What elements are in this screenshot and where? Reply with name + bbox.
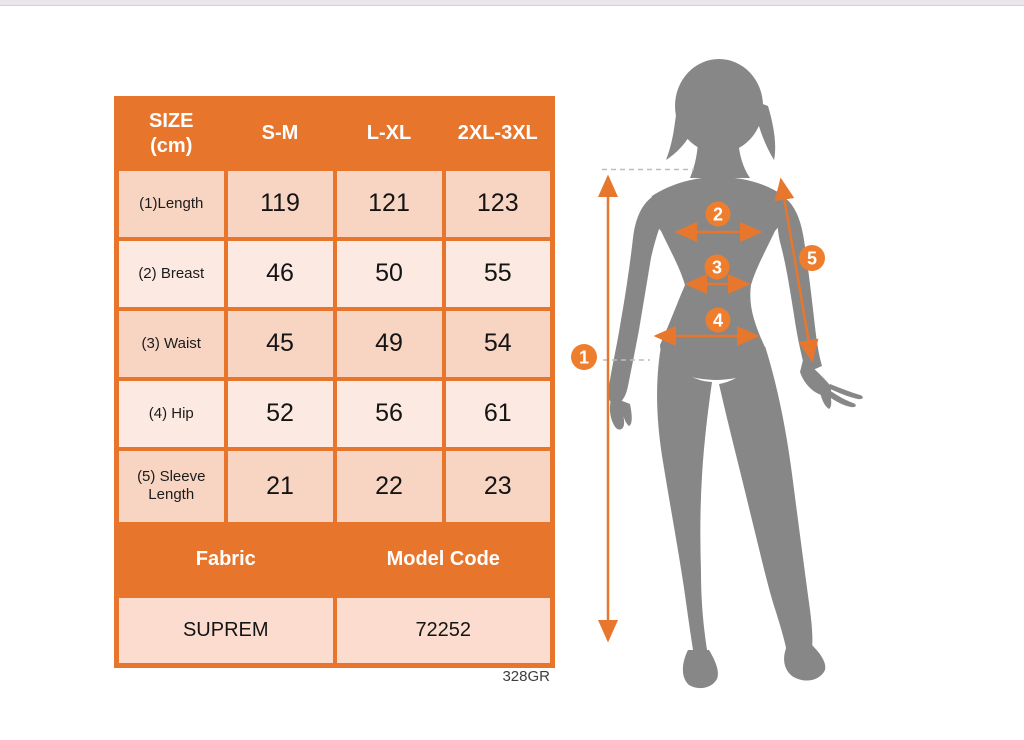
hip-2xl-3xl: 61 (441, 376, 555, 451)
marker-5-number: 5 (807, 249, 817, 269)
weight-note: 328GR (502, 668, 550, 685)
col-header-s-m: S-M (223, 96, 337, 171)
col-header-l-xl: L-XL (332, 96, 446, 171)
footer-value-row: SUPREM 72252 (114, 593, 555, 668)
size-header-cell: SIZE (cm) (114, 96, 228, 171)
sleeve-arrow (774, 177, 819, 363)
marker-3-number: 3 (712, 258, 722, 278)
top-strip (0, 0, 1024, 6)
waist-2xl-3xl: 54 (441, 306, 555, 381)
size-header-line1: SIZE (149, 109, 194, 132)
fabric-value-cell: SUPREM (114, 593, 337, 668)
hip-l-xl: 56 (332, 376, 446, 451)
sleeve-2xl-3xl: 23 (441, 446, 555, 526)
row-label-sleeve-length: (5) Sleeve Length (114, 446, 228, 526)
table-row-breast: (2) Breast 46 50 55 (114, 236, 555, 311)
length-2xl-3xl: 123 (441, 166, 555, 241)
breast-2xl-3xl: 55 (441, 236, 555, 311)
table-row-hip: (4) Hip 52 56 61 (114, 376, 555, 451)
waist-l-xl: 49 (332, 306, 446, 381)
sleeve-l-xl: 22 (332, 446, 446, 526)
marker-4: 4 (705, 307, 731, 333)
row-label-waist: (3) Waist (114, 306, 228, 381)
waist-s-m: 45 (223, 306, 337, 381)
marker-5: 5 (799, 245, 825, 271)
breast-l-xl: 50 (332, 236, 446, 311)
row-label-breast: (2) Breast (114, 236, 228, 311)
marker-2: 2 (705, 201, 731, 227)
marker-4-number: 4 (713, 311, 723, 331)
marker-1-circle (571, 344, 597, 370)
table-row-waist: (3) Waist 45 49 54 (114, 306, 555, 381)
marker-1: 1 (571, 344, 597, 370)
table-row-sleeve-length: (5) Sleeve Length 21 22 23 (114, 446, 555, 526)
length-s-m: 119 (223, 166, 337, 241)
measurement-annotations: 1 2 3 4 5 (571, 168, 825, 643)
table-row-length: (1)Length 119 121 123 (114, 166, 555, 241)
female-silhouette (608, 59, 863, 689)
marker-1-number: 1 (579, 348, 589, 368)
marker-5-circle (799, 245, 825, 271)
marker-2-circle (705, 201, 731, 227)
col-header-2xl-3xl: 2XL-3XL (441, 96, 555, 171)
marker-3: 3 (704, 254, 730, 280)
model-code-header-cell: Model Code (332, 521, 555, 598)
row-label-length: (1)Length (114, 166, 228, 241)
length-l-xl: 121 (332, 166, 446, 241)
marker-4-circle (705, 307, 731, 333)
hip-s-m: 52 (223, 376, 337, 451)
size-header-line2: (cm) (150, 134, 193, 157)
row-label-hip: (4) Hip (114, 376, 228, 451)
marker-3-circle (704, 254, 730, 280)
sleeve-s-m: 21 (223, 446, 337, 526)
marker-2-number: 2 (713, 205, 723, 225)
footer-header-row: Fabric Model Code (114, 521, 555, 598)
size-table: SIZE (cm) S-M L-XL 2XL-3XL (1)Length 119… (114, 96, 555, 668)
fabric-header-cell: Fabric (114, 521, 337, 598)
breast-s-m: 46 (223, 236, 337, 311)
table-header-row: SIZE (cm) S-M L-XL 2XL-3XL (114, 96, 555, 171)
model-code-value-cell: 72252 (332, 593, 555, 668)
